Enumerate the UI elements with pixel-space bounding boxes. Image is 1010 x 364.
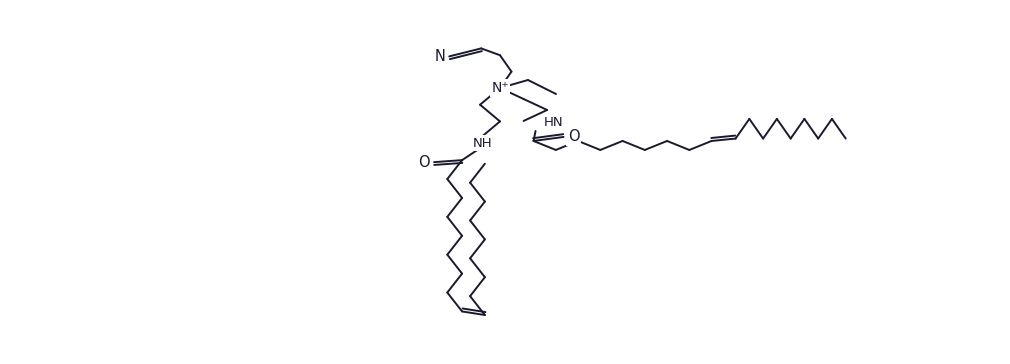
Text: N: N <box>434 49 445 64</box>
Text: HN: HN <box>543 116 564 130</box>
Text: O: O <box>418 155 430 170</box>
Text: NH: NH <box>473 136 492 150</box>
Text: O: O <box>568 130 580 145</box>
Text: N⁺: N⁺ <box>491 81 509 95</box>
